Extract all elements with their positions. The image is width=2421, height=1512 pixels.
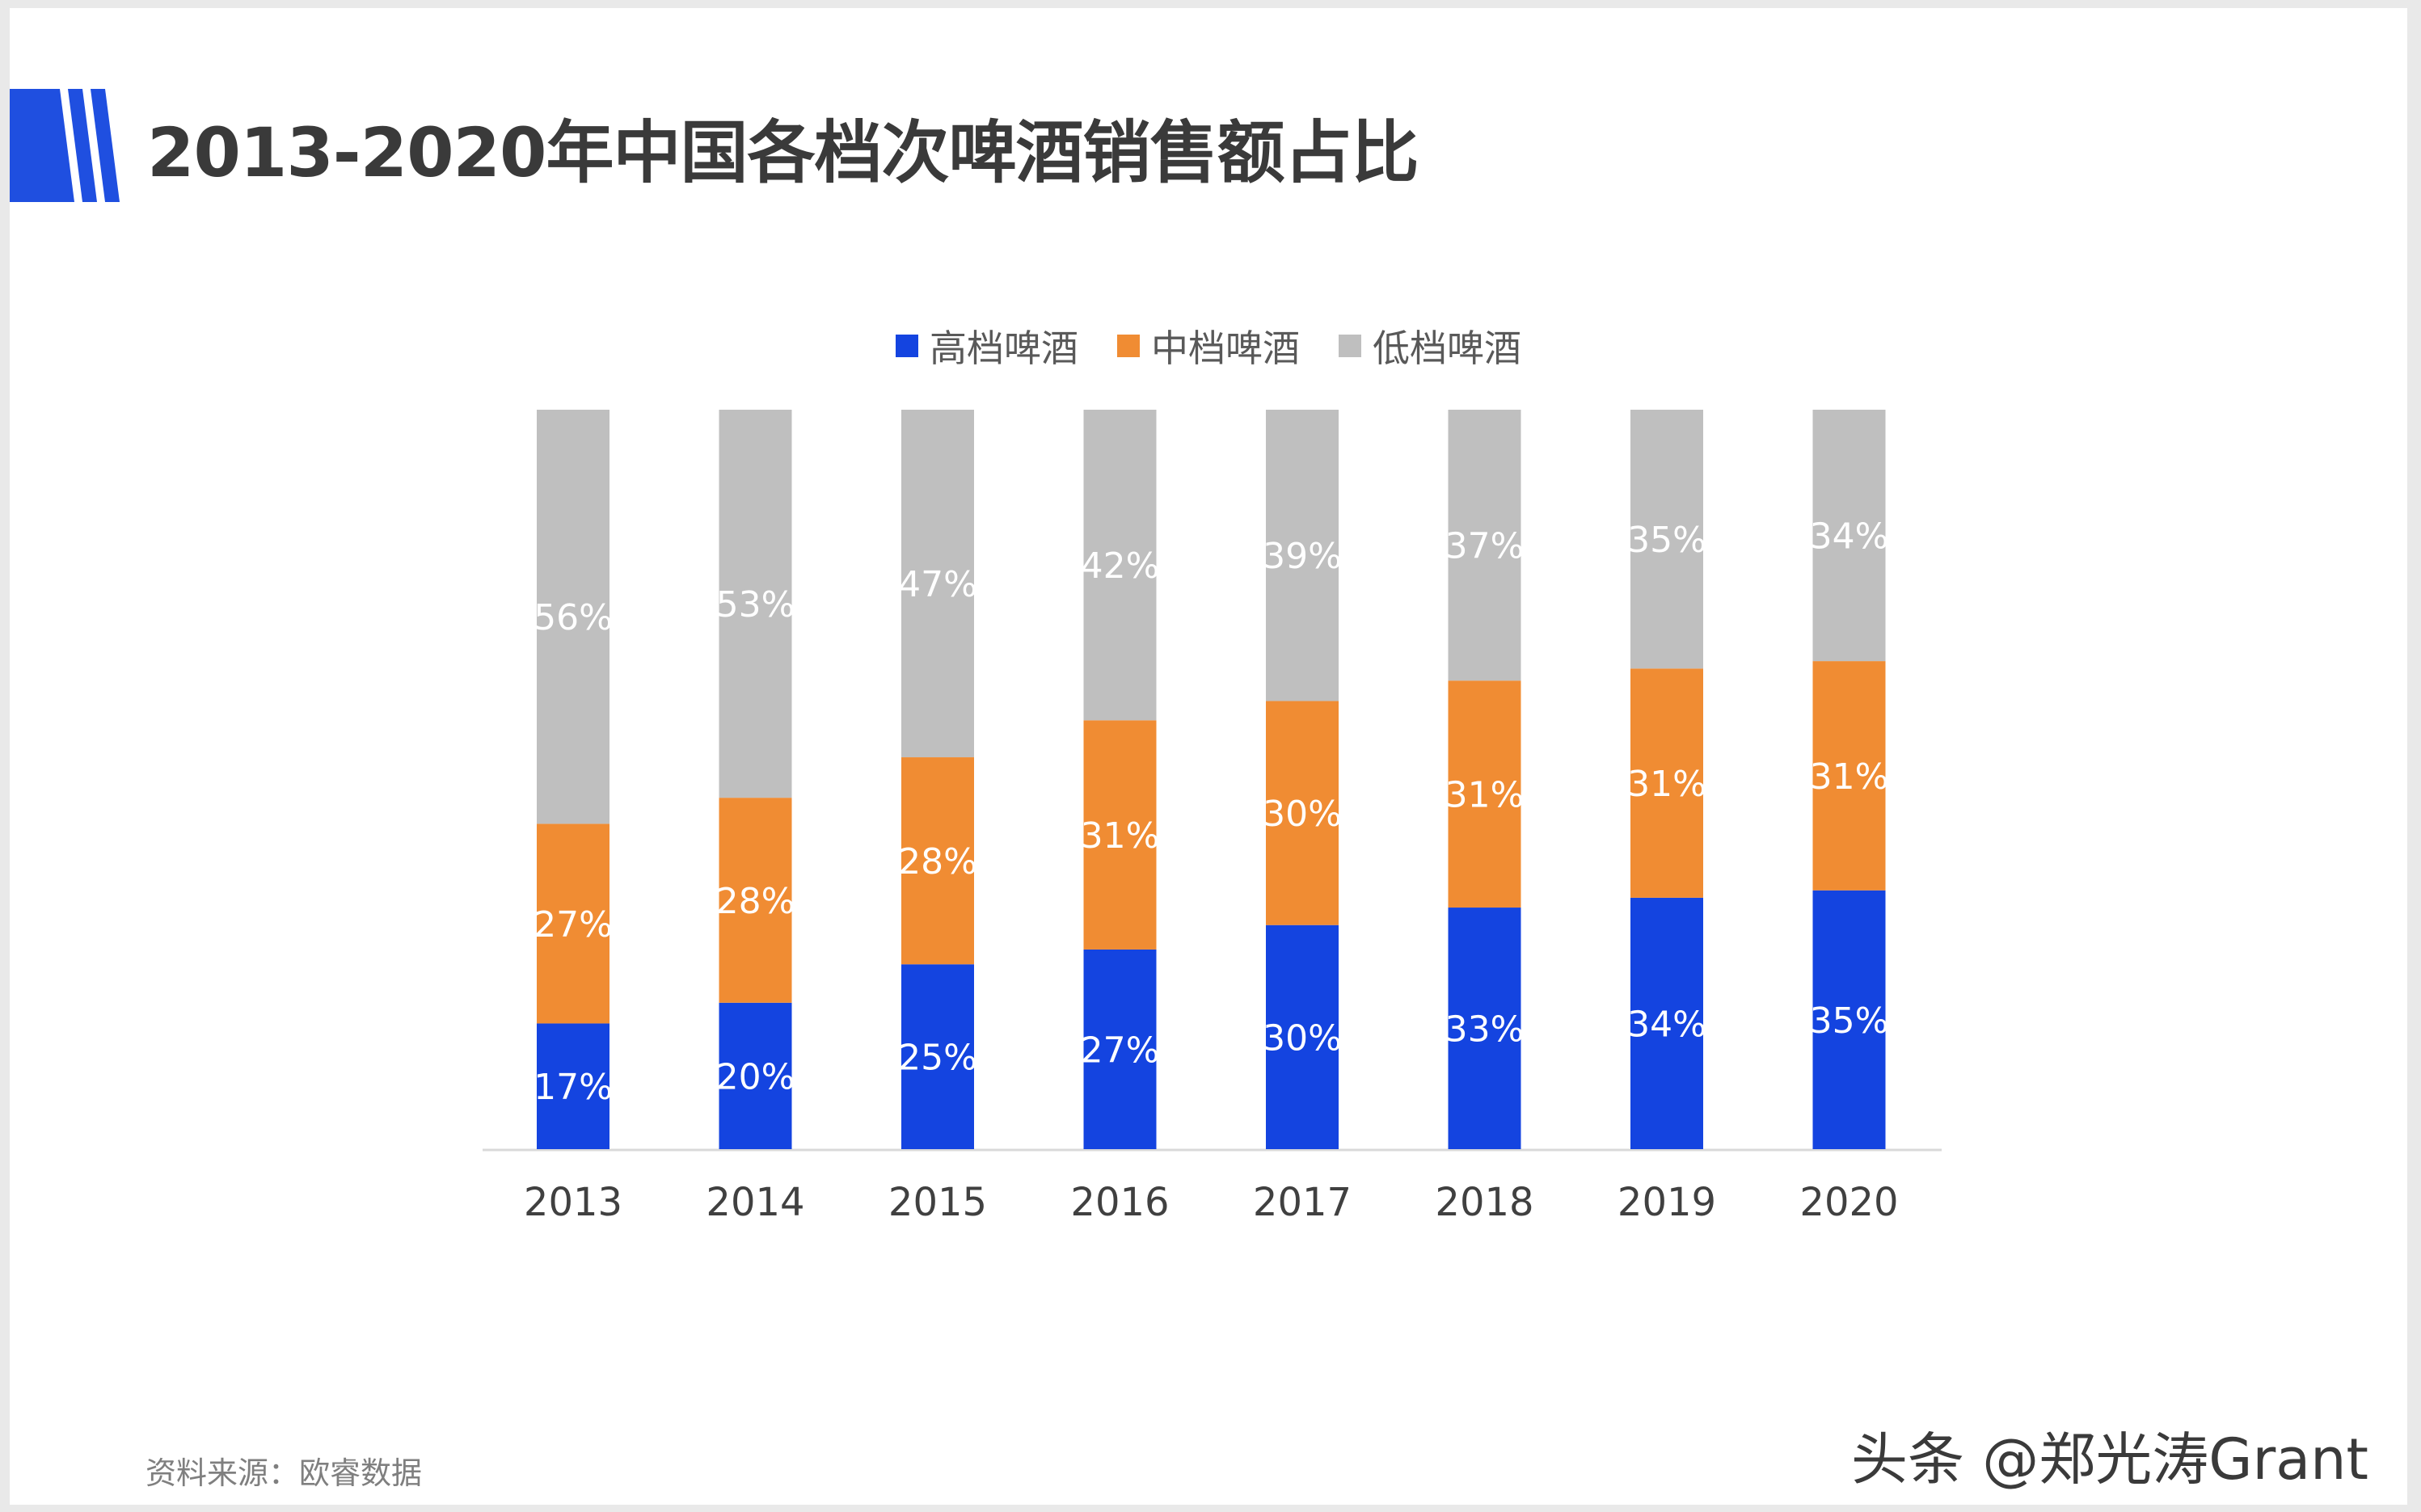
bar-segment [719, 1002, 792, 1149]
data-label: 39% [1263, 536, 1342, 577]
bar-segment [1630, 897, 1703, 1149]
data-label: 31% [1627, 764, 1706, 805]
x-tick-label: 2015 [888, 1180, 987, 1225]
bar-segment [1266, 410, 1339, 701]
data-label: 31% [1810, 756, 1889, 798]
data-label: 34% [1810, 516, 1889, 558]
legend-item: 低档啤酒 [1339, 319, 1521, 373]
watermark: 头条 @郑光涛Grant [1851, 1426, 2368, 1493]
data-label: 47% [898, 564, 977, 605]
bar-segment [719, 410, 792, 798]
chart-legend: 高档啤酒 中档啤酒 低档啤酒 [10, 319, 2407, 373]
data-label: 35% [1810, 1000, 1889, 1042]
data-label: 31% [1081, 815, 1160, 857]
data-label: 17% [534, 1067, 613, 1108]
bar-segment [537, 823, 609, 1024]
title-stripes-icon [10, 89, 120, 202]
data-label: 30% [1263, 794, 1342, 835]
data-label: 25% [898, 1038, 977, 1079]
x-tick-label: 2018 [1435, 1180, 1533, 1225]
x-tick-label: 2013 [524, 1180, 622, 1225]
x-tick-label: 2017 [1253, 1180, 1352, 1225]
legend-swatch [1339, 335, 1361, 357]
bar-segment [1083, 410, 1157, 721]
bar-segment [1266, 701, 1339, 925]
data-label: 30% [1263, 1017, 1342, 1059]
data-label: 33% [1445, 1009, 1525, 1051]
bar-segment [1630, 668, 1703, 898]
bar-segment [901, 410, 974, 758]
bar-segment [1448, 680, 1521, 908]
bar-segment [1630, 410, 1703, 669]
bar-segment [1812, 661, 1886, 891]
bar-segment [1266, 924, 1339, 1149]
data-label: 42% [1081, 545, 1160, 587]
bar-segment [901, 964, 974, 1149]
data-label: 28% [898, 841, 977, 882]
data-label: 27% [1081, 1030, 1160, 1071]
bar-segment [1812, 410, 1886, 662]
bar-segment [1448, 410, 1521, 681]
bar-segment [1083, 949, 1157, 1149]
slide: 2013-2020年中国各档次啤酒销售额占比 高档啤酒 中档啤酒 低档啤酒 17% 2… [10, 8, 2407, 1505]
bar-segment [1812, 890, 1886, 1149]
x-tick-label: 2020 [1799, 1180, 1898, 1225]
bar-segment [537, 1023, 609, 1149]
legend-swatch [1117, 335, 1140, 357]
legend-label: 高档啤酒 [930, 326, 1078, 370]
stacked-bar-chart: 17% 27% 56% 2013 20% 28% 53% 2014 25% 28% 47% 2015 2… [483, 410, 1942, 1225]
data-label: 28% [716, 881, 795, 922]
legend-label: 低档啤酒 [1373, 326, 1521, 370]
legend-item: 中档啤酒 [1117, 319, 1300, 373]
legend-item: 高档啤酒 [896, 319, 1078, 373]
bar-segment [1083, 720, 1157, 950]
source-note: 资料来源：欧睿数据 [146, 1455, 423, 1491]
bar-segment [1448, 908, 1521, 1149]
x-tick-label: 2016 [1070, 1180, 1169, 1225]
bar-segment [901, 757, 974, 965]
bar-segment [537, 410, 609, 824]
legend-label: 中档啤酒 [1151, 326, 1300, 370]
x-tick-label: 2019 [1618, 1180, 1716, 1225]
data-label: 56% [534, 597, 613, 638]
legend-swatch [896, 335, 918, 357]
data-label: 35% [1627, 520, 1706, 561]
data-label: 20% [716, 1056, 795, 1097]
data-label: 27% [534, 904, 613, 946]
chart-title: 2013-2020年中国各档次啤酒销售额占比 [147, 113, 1419, 192]
data-label: 31% [1445, 775, 1525, 816]
bar-segment [719, 798, 792, 1003]
data-label: 53% [716, 584, 795, 625]
data-label: 37% [1445, 526, 1525, 567]
data-label: 34% [1627, 1004, 1706, 1045]
x-tick-label: 2014 [706, 1180, 804, 1225]
